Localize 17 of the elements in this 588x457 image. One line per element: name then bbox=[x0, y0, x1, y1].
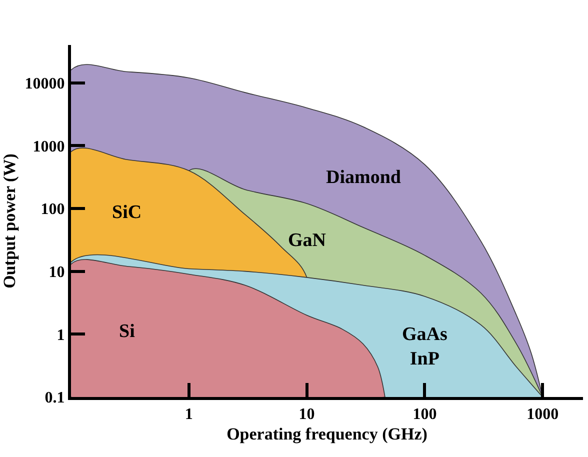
x-tick-label: 1000 bbox=[526, 406, 559, 424]
series-label: GaAs InP bbox=[402, 324, 448, 370]
y-tick-label: 100 bbox=[40, 201, 65, 218]
x-tick-label: 1 bbox=[184, 406, 193, 424]
x-axis-title: Operating frequency (GHz) bbox=[226, 424, 428, 444]
y-tick-label: 10 bbox=[48, 264, 65, 281]
x-tick-label: 10 bbox=[298, 406, 315, 424]
y-tick-label: 10000 bbox=[24, 75, 65, 92]
series-label: SiC bbox=[112, 202, 142, 223]
series-label: Diamond bbox=[326, 167, 402, 188]
y-axis-title: Output power (W) bbox=[0, 154, 19, 288]
series-label: Si bbox=[119, 321, 135, 342]
series-label: GaN bbox=[288, 230, 326, 251]
y-tick-label: 1 bbox=[56, 326, 65, 344]
y-tick-label: 1000 bbox=[32, 138, 65, 156]
x-tick-label: 100 bbox=[412, 406, 437, 424]
y-tick-label: 0.1 bbox=[44, 390, 65, 407]
